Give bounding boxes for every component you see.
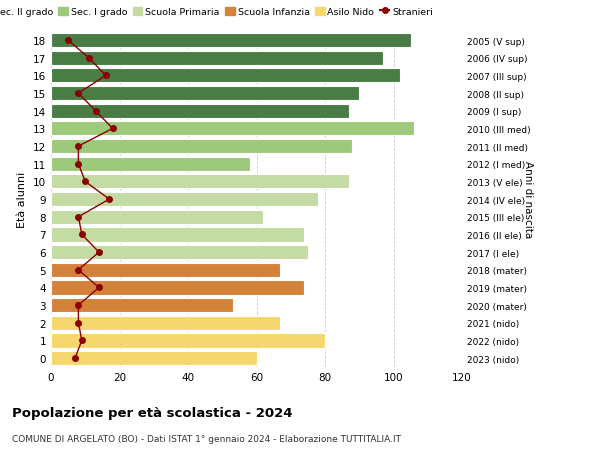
Bar	[51, 122, 414, 136]
Bar	[51, 228, 304, 242]
Y-axis label: Anni di nascita: Anni di nascita	[523, 161, 533, 238]
Bar	[51, 87, 359, 101]
Bar	[51, 210, 263, 224]
Bar	[51, 351, 257, 365]
Bar	[51, 105, 349, 118]
Bar	[51, 175, 349, 189]
Legend: Sec. II grado, Sec. I grado, Scuola Primaria, Scuola Infanzia, Asilo Nido, Stran: Sec. II grado, Sec. I grado, Scuola Prim…	[0, 4, 437, 21]
Bar	[51, 193, 318, 207]
Text: Popolazione per età scolastica - 2024: Popolazione per età scolastica - 2024	[12, 406, 293, 419]
Bar	[51, 140, 352, 154]
Bar	[51, 263, 280, 277]
Bar	[51, 51, 383, 66]
Text: COMUNE DI ARGELATO (BO) - Dati ISTAT 1° gennaio 2024 - Elaborazione TUTTITALIA.I: COMUNE DI ARGELATO (BO) - Dati ISTAT 1° …	[12, 434, 401, 443]
Bar	[51, 69, 400, 83]
Bar	[51, 157, 250, 172]
Y-axis label: Età alunni: Età alunni	[17, 172, 28, 228]
Bar	[51, 281, 304, 295]
Bar	[51, 334, 325, 348]
Bar	[51, 34, 410, 48]
Bar	[51, 298, 233, 313]
Bar	[51, 316, 280, 330]
Bar	[51, 246, 308, 260]
